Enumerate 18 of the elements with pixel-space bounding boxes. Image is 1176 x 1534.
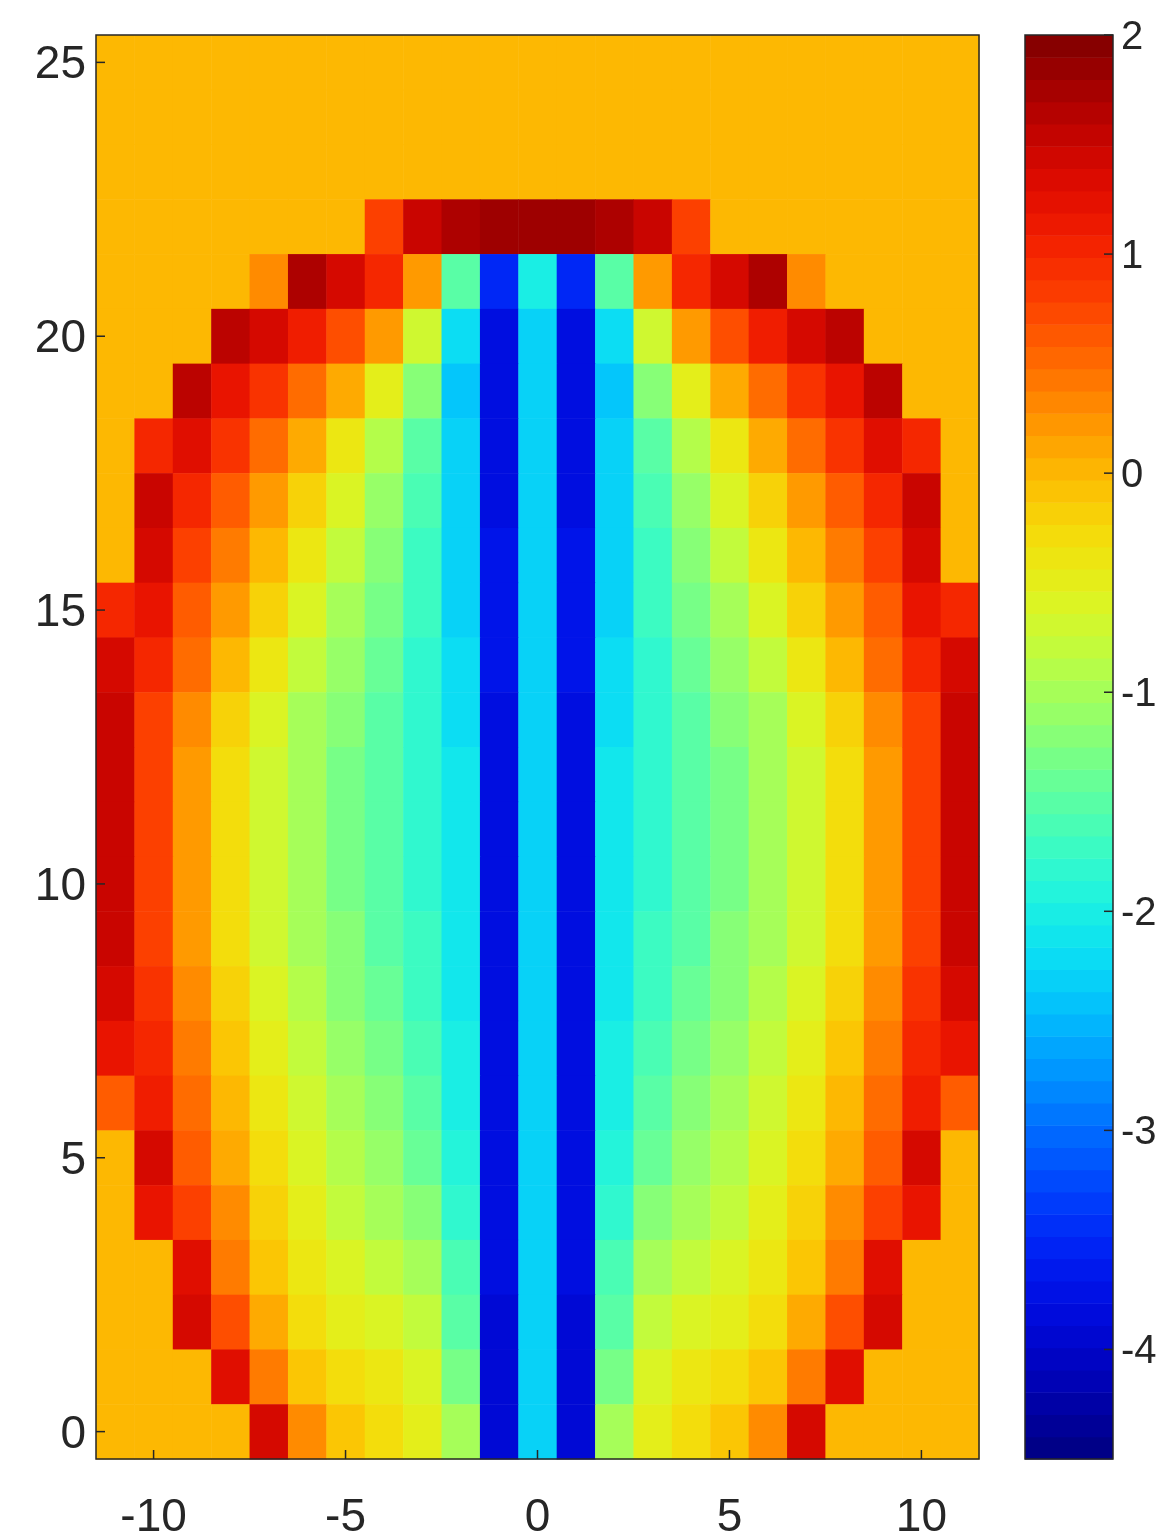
x-tick-label: 0: [524, 1489, 551, 1534]
color-bar-label: 2: [1121, 13, 1144, 57]
y-tick-label: 0: [60, 1405, 86, 1458]
color-bar-label: -1: [1121, 670, 1157, 715]
y-tick-label: 20: [34, 310, 86, 363]
color-bar-label: -4: [1121, 1327, 1157, 1372]
x-tick-label: -5: [325, 1489, 366, 1534]
color-bar-label: 0: [1121, 451, 1144, 496]
color-bar-label: 1: [1121, 232, 1144, 277]
x-tick-label: 5: [716, 1489, 743, 1534]
y-tick-label: 15: [34, 584, 86, 637]
x-tick-label: 10: [895, 1489, 947, 1534]
x-tick-label: -10: [120, 1489, 187, 1534]
color-bar-label: -2: [1121, 889, 1157, 934]
y-tick-label: 25: [34, 36, 86, 89]
y-tick-label: 5: [60, 1131, 86, 1184]
y-tick-label: 10: [34, 858, 86, 911]
color-bar-label: -3: [1121, 1108, 1157, 1153]
